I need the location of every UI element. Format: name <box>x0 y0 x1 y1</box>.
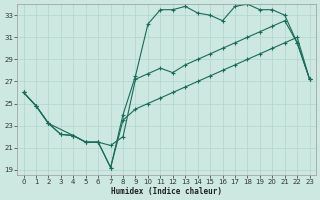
X-axis label: Humidex (Indice chaleur): Humidex (Indice chaleur) <box>111 187 222 196</box>
